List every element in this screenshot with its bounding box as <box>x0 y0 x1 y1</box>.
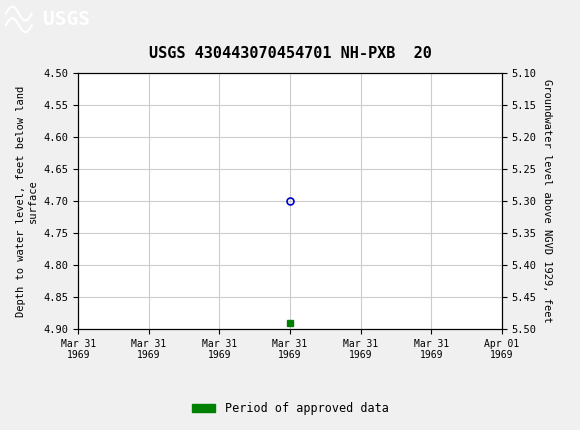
Text: USGS 430443070454701 NH-PXB  20: USGS 430443070454701 NH-PXB 20 <box>148 46 432 61</box>
Y-axis label: Depth to water level, feet below land
surface: Depth to water level, feet below land su… <box>16 86 38 316</box>
Legend: Period of approved data: Period of approved data <box>187 397 393 420</box>
Y-axis label: Groundwater level above NGVD 1929, feet: Groundwater level above NGVD 1929, feet <box>542 79 552 323</box>
Text: USGS: USGS <box>44 10 90 29</box>
